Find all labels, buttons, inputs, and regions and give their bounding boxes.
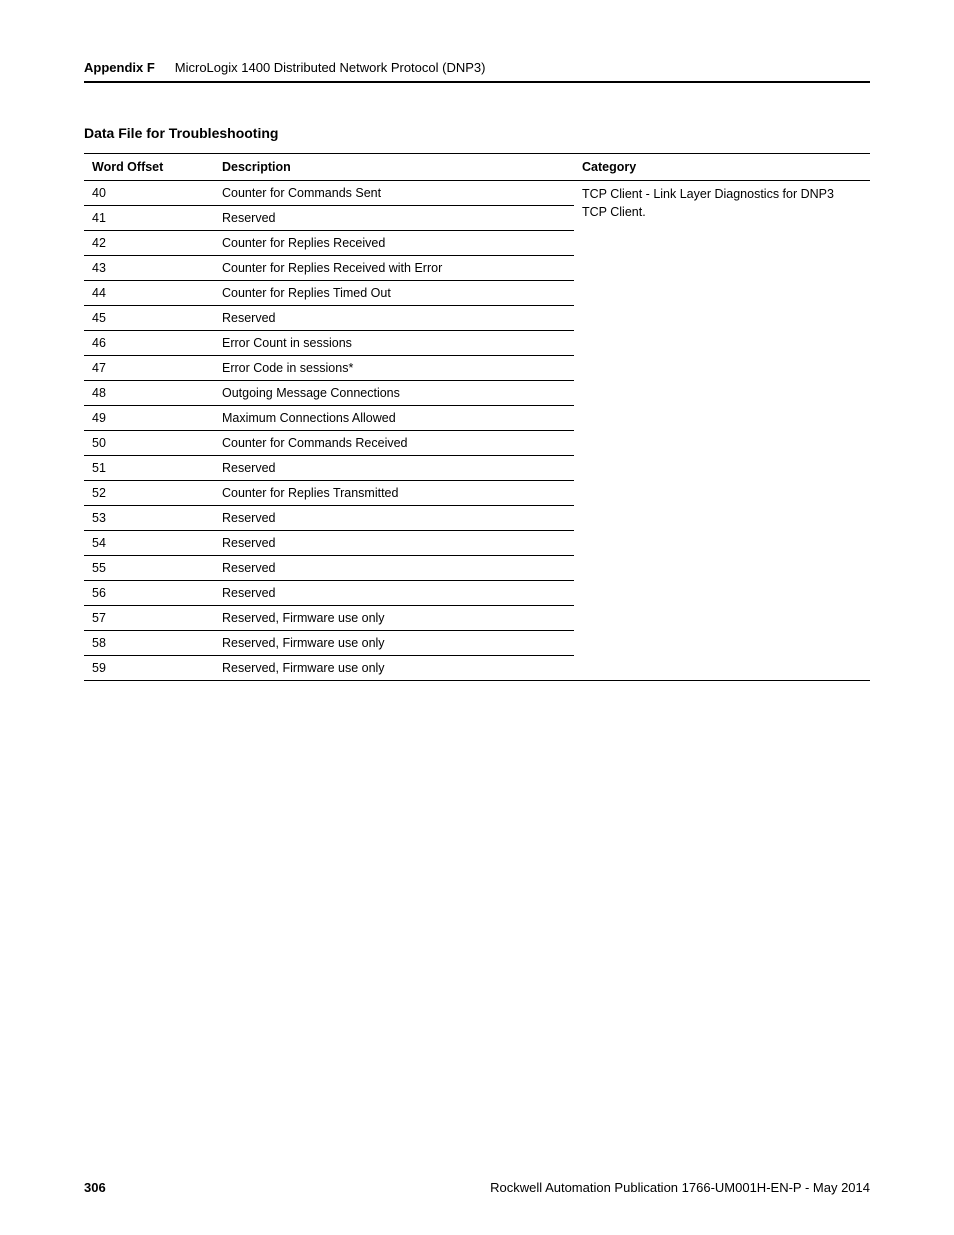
cell-offset: 59 bbox=[84, 656, 214, 681]
cell-offset: 43 bbox=[84, 256, 214, 281]
cell-offset: 56 bbox=[84, 581, 214, 606]
cell-description: Reserved bbox=[214, 531, 574, 556]
cell-description: Counter for Replies Timed Out bbox=[214, 281, 574, 306]
cell-description: Reserved, Firmware use only bbox=[214, 606, 574, 631]
cell-offset: 44 bbox=[84, 281, 214, 306]
cell-description: Error Code in sessions* bbox=[214, 356, 574, 381]
cell-description: Reserved bbox=[214, 581, 574, 606]
cell-offset: 51 bbox=[84, 456, 214, 481]
cell-offset: 54 bbox=[84, 531, 214, 556]
publication-info: Rockwell Automation Publication 1766-UM0… bbox=[490, 1180, 870, 1195]
cell-description: Reserved bbox=[214, 306, 574, 331]
page-footer: 306 Rockwell Automation Publication 1766… bbox=[84, 1180, 870, 1195]
cell-offset: 57 bbox=[84, 606, 214, 631]
col-header-offset: Word Offset bbox=[84, 154, 214, 181]
table-row: 40Counter for Commands SentTCP Client - … bbox=[84, 181, 870, 206]
cell-description: Reserved, Firmware use only bbox=[214, 656, 574, 681]
cell-description: Reserved bbox=[214, 506, 574, 531]
header-title: MicroLogix 1400 Distributed Network Prot… bbox=[175, 60, 486, 75]
cell-offset: 45 bbox=[84, 306, 214, 331]
cell-description: Error Count in sessions bbox=[214, 331, 574, 356]
appendix-label: Appendix F bbox=[84, 60, 155, 75]
cell-description: Reserved bbox=[214, 206, 574, 231]
cell-description: Reserved bbox=[214, 556, 574, 581]
cell-description: Outgoing Message Connections bbox=[214, 381, 574, 406]
cell-offset: 53 bbox=[84, 506, 214, 531]
cell-description: Counter for Replies Received with Error bbox=[214, 256, 574, 281]
cell-description: Counter for Commands Sent bbox=[214, 181, 574, 206]
document-page: Appendix F MicroLogix 1400 Distributed N… bbox=[0, 0, 954, 1235]
cell-description: Counter for Replies Received bbox=[214, 231, 574, 256]
cell-offset: 40 bbox=[84, 181, 214, 206]
cell-offset: 42 bbox=[84, 231, 214, 256]
cell-offset: 48 bbox=[84, 381, 214, 406]
col-header-description: Description bbox=[214, 154, 574, 181]
cell-offset: 58 bbox=[84, 631, 214, 656]
cell-description: Counter for Commands Received bbox=[214, 431, 574, 456]
cell-description: Reserved bbox=[214, 456, 574, 481]
section-title: Data File for Troubleshooting bbox=[84, 125, 870, 141]
cell-offset: 41 bbox=[84, 206, 214, 231]
cell-description: Reserved, Firmware use only bbox=[214, 631, 574, 656]
cell-offset: 47 bbox=[84, 356, 214, 381]
cell-category: TCP Client - Link Layer Diagnostics for … bbox=[574, 181, 870, 681]
col-header-category: Category bbox=[574, 154, 870, 181]
cell-offset: 52 bbox=[84, 481, 214, 506]
table-header-row: Word Offset Description Category bbox=[84, 154, 870, 181]
page-number: 306 bbox=[84, 1180, 106, 1195]
troubleshooting-table: Word Offset Description Category 40Count… bbox=[84, 153, 870, 681]
cell-description: Counter for Replies Transmitted bbox=[214, 481, 574, 506]
cell-description: Maximum Connections Allowed bbox=[214, 406, 574, 431]
cell-offset: 50 bbox=[84, 431, 214, 456]
page-header: Appendix F MicroLogix 1400 Distributed N… bbox=[84, 60, 870, 83]
cell-offset: 55 bbox=[84, 556, 214, 581]
cell-offset: 49 bbox=[84, 406, 214, 431]
cell-offset: 46 bbox=[84, 331, 214, 356]
